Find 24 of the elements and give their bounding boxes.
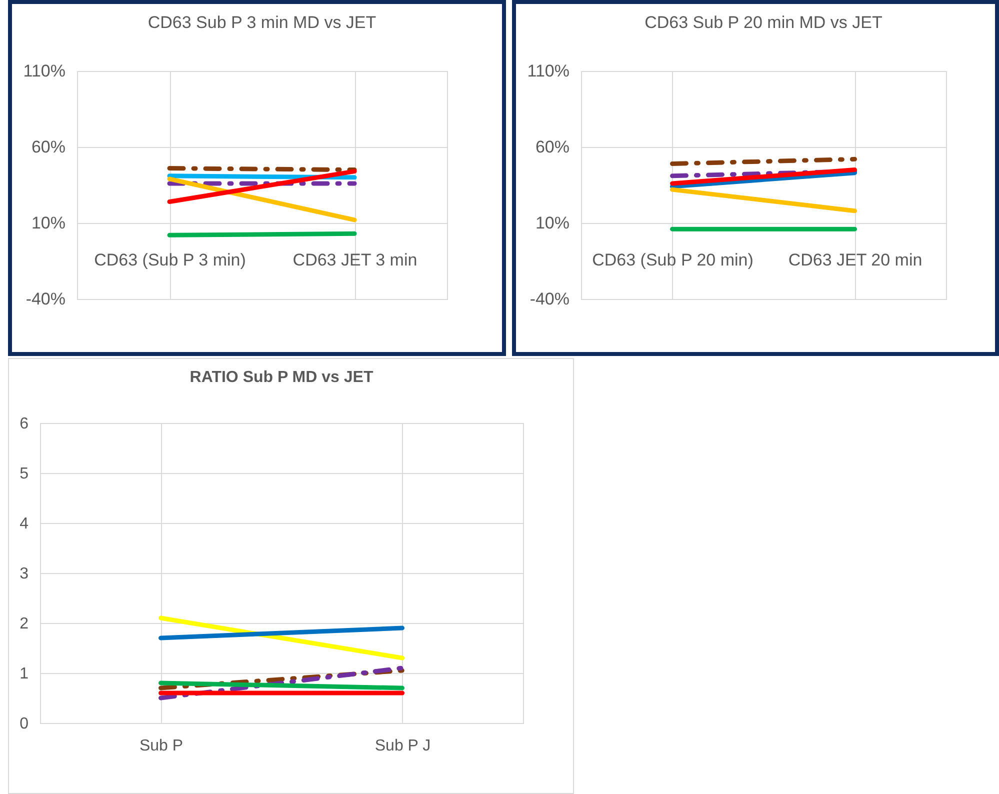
x-tick-label: CD63 JET 20 min [788, 250, 922, 270]
y-tick-label: 6 [20, 416, 29, 432]
y-tick-label: 10% [535, 214, 570, 232]
y-tick-label: 3 [20, 566, 29, 582]
y-tick-label: 1 [20, 666, 29, 682]
chart-title: CD63 Sub P 20 min MD vs JET [644, 13, 882, 32]
chart-title: RATIO Sub P MD vs JET [190, 369, 374, 386]
x-tick-label: Sub P J [374, 738, 431, 754]
y-tick-label: 60% [535, 138, 570, 156]
y-tick-label: 4 [20, 516, 29, 532]
x-tick-label: CD63 (Sub P 20 min) [592, 250, 754, 270]
x-tick-label: Sub P [139, 738, 184, 754]
y-tick-label: 0 [20, 716, 29, 732]
y-tick-label: 5 [20, 466, 29, 482]
y-tick-label: 2 [20, 616, 29, 632]
y-tick-label: -40% [530, 290, 570, 308]
y-tick-label: 60% [31, 138, 66, 156]
y-tick-label: 110% [527, 62, 570, 80]
y-tick-label: -40% [26, 290, 66, 308]
x-tick-label: CD63 JET 3 min [292, 250, 418, 270]
x-tick-label: CD63 (Sub P 3 min) [94, 250, 246, 270]
y-tick-label: 110% [23, 62, 66, 80]
chart-title: CD63 Sub P 3 min MD vs JET [148, 13, 376, 32]
y-tick-label: 10% [31, 214, 66, 232]
